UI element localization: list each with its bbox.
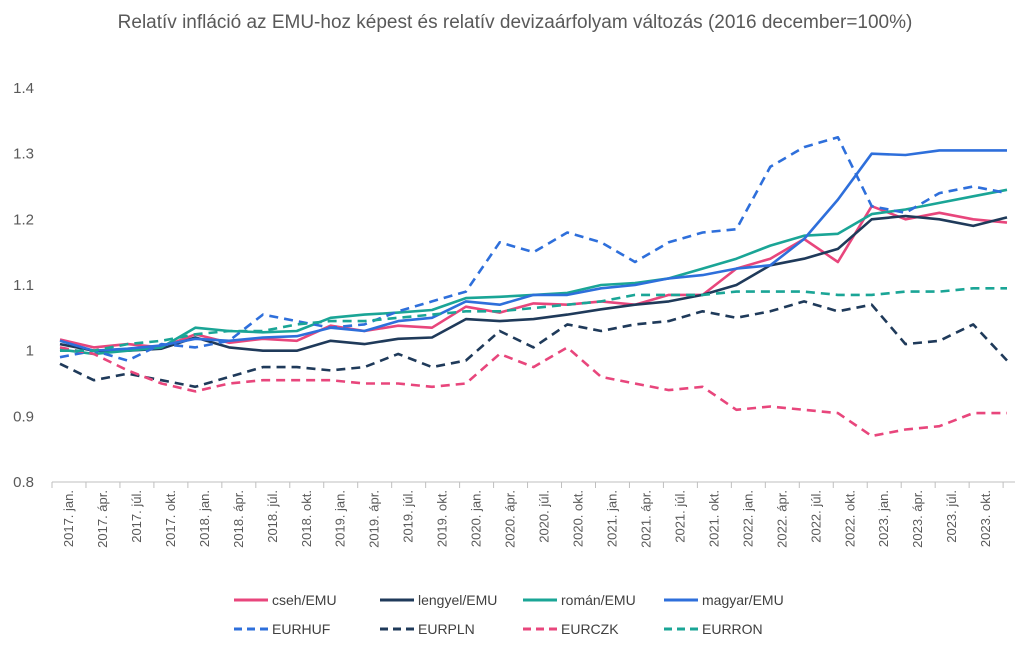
x-tick-label: 2023. júl. [944, 490, 959, 543]
x-tick-label: 2020. okt. [571, 490, 586, 547]
x-tick-label: 2022. júl. [808, 490, 823, 543]
y-tick-label: 0.8 [13, 474, 34, 491]
series-line-cseh-emu [59, 204, 1008, 349]
x-tick-label: 2018. jan. [197, 490, 212, 547]
x-tick-label: 2019. júl. [401, 490, 416, 543]
legend-label-eurczk: EURCZK [561, 621, 619, 637]
x-tick-label: 2018. okt. [299, 490, 314, 547]
series-line-eurczk [59, 346, 1007, 438]
x-tick-label: 2021. ápr. [638, 490, 653, 548]
series-line-eurhuf [59, 136, 1008, 362]
x-tick-label: 2021. okt. [706, 490, 721, 547]
x-tick-label: 2019. okt. [435, 490, 450, 547]
y-tick-label: 1.2 [13, 211, 34, 228]
x-tick-label: 2020. ápr. [503, 490, 518, 548]
x-axis: 2017. jan. 2017. ápr. 2017. júl. 2017. okt.… [51, 481, 1015, 548]
x-tick-label: 2019. jan. [333, 490, 348, 547]
legend-label-eurhuf: EURHUF [272, 621, 330, 637]
series-layer [59, 136, 1008, 438]
legend-label-eurpln: EURPLN [418, 621, 475, 637]
x-tick-label: 2021. júl. [672, 490, 687, 543]
x-tick-label: 2020. jan. [469, 490, 484, 547]
x-tick-label: 2018. júl. [265, 490, 280, 543]
x-tick-label: 2020. júl. [537, 490, 552, 543]
x-tick-label: 2023. okt. [978, 490, 993, 547]
legend-label-rom-n-emu: román/EMU [561, 592, 636, 608]
legend-label-eurron: EURRON [702, 621, 763, 637]
legend-label-lengyel-emu: lengyel/EMU [418, 592, 497, 608]
y-axis: 0.8 0.9 1 1.1 1.2 1.3 1.4 [13, 80, 34, 491]
series-line-eurpln [59, 300, 1008, 389]
x-tick-label: 2023. ápr. [910, 490, 925, 548]
y-tick-label: 0.9 [13, 408, 34, 425]
series-line-lengyel-emu [59, 214, 1008, 353]
x-tick-label: 2017. okt. [163, 490, 178, 547]
x-tick-label: 2022. jan. [740, 490, 755, 547]
series-line-magyar-emu [59, 149, 1007, 353]
x-tick-label: 2021. jan. [604, 490, 619, 547]
x-tick-label: 2017. júl. [129, 490, 144, 543]
y-tick-label: 1.4 [13, 80, 34, 97]
legend: cseh/EMU lengyel/EMU román/EMU magyar/EMU EU… [234, 592, 784, 637]
x-tick-label: 2022. ápr. [774, 490, 789, 548]
x-tick-label: 2017. ápr. [95, 490, 110, 548]
legend-label-magyar-emu: magyar/EMU [702, 592, 784, 608]
y-tick-label: 1.3 [13, 146, 34, 163]
x-tick-label: 2022. okt. [842, 490, 857, 547]
x-tick-label: 2017. jan. [61, 490, 76, 547]
y-tick-label: 1.1 [13, 277, 34, 294]
x-tick-label: 2019. ápr. [367, 490, 382, 548]
legend-label-cseh-emu: cseh/EMU [272, 592, 337, 608]
series-line-rom-n-emu [59, 188, 1008, 356]
x-tick-label: 2018. ápr. [231, 490, 246, 548]
y-tick-label: 1 [26, 343, 34, 360]
x-tick-label: 2023. jan. [876, 490, 891, 547]
chart-title: Relatív infláció az EMU-hoz képest és re… [117, 12, 913, 33]
